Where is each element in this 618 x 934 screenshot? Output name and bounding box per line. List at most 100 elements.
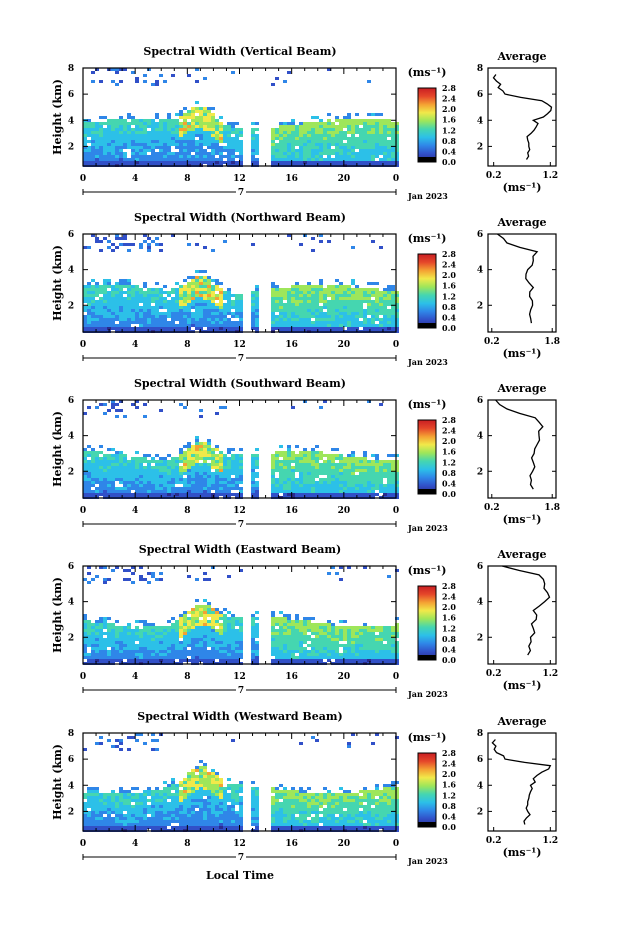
heatmap-cell: [159, 306, 163, 309]
heatmap-cell: [151, 158, 155, 161]
profile-x-tick-label: 0.2: [484, 503, 500, 513]
heatmap-cell: [123, 638, 127, 641]
heatmap-cell: [131, 403, 135, 406]
heatmap-cell: [147, 581, 151, 584]
heatmap-cell: [131, 647, 135, 650]
heatmap-cell: [283, 297, 287, 300]
heatmap-cell: [103, 146, 107, 149]
heatmap-cell: [207, 472, 211, 475]
heatmap-cell: [299, 463, 303, 466]
heatmap-cell: [111, 623, 115, 626]
heatmap-cell: [103, 460, 107, 463]
heatmap-cell: [203, 487, 207, 490]
heatmap-cell: [123, 457, 127, 460]
profile-x-label: (ms⁻¹): [503, 347, 542, 360]
heatmap-cell: [255, 656, 259, 659]
heatmap-cell: [335, 158, 339, 161]
heatmap-cell: [287, 481, 291, 484]
heatmap-cell: [211, 478, 215, 481]
heatmap-cell: [355, 318, 359, 321]
heatmap-cell: [155, 315, 159, 318]
heatmap-cell: [251, 490, 255, 493]
heatmap-cell: [223, 632, 227, 635]
heatmap-cell: [207, 134, 211, 137]
heatmap-cell: [355, 300, 359, 303]
heatmap-cell: [367, 143, 371, 146]
heatmap-cell: [155, 626, 159, 629]
heatmap-cell: [315, 641, 319, 644]
heatmap-cell: [211, 294, 215, 297]
heatmap-cell: [175, 297, 179, 300]
heatmap-cell: [311, 131, 315, 134]
heatmap-cell: [127, 291, 131, 294]
heatmap-cell: [271, 650, 275, 653]
heatmap-cell: [295, 161, 299, 164]
heatmap-cell: [351, 327, 355, 330]
heatmap-cell: [175, 629, 179, 632]
heatmap-cell: [103, 469, 107, 472]
heatmap-cell: [327, 463, 331, 466]
heatmap-cell: [359, 119, 363, 122]
heatmap-cell: [119, 463, 123, 466]
heatmap-cell: [251, 623, 255, 626]
heatmap-cell: [123, 131, 127, 134]
heatmap-cell: [123, 309, 127, 312]
heatmap-cell: [287, 321, 291, 324]
heatmap-cell: [203, 472, 207, 475]
heatmap-cell: [351, 472, 355, 475]
heatmap-cell: [111, 454, 115, 457]
heatmap-cell: [111, 249, 115, 252]
heatmap-cell: [203, 152, 207, 155]
heatmap-cell: [175, 119, 179, 122]
heatmap-cell: [183, 122, 187, 125]
heatmap-cell: [279, 122, 283, 125]
heatmap-cell: [387, 650, 391, 653]
heatmap-cell: [111, 463, 115, 466]
heatmap-cell: [283, 641, 287, 644]
heatmap-cell: [327, 481, 331, 484]
heatmap-cell: [235, 647, 239, 650]
heatmap-cell: [223, 321, 227, 324]
heatmap-cell: [367, 131, 371, 134]
heatmap-cell: [175, 487, 179, 490]
heatmap-cell: [319, 484, 323, 487]
heatmap-cell: [227, 137, 231, 140]
heatmap-cell: [283, 487, 287, 490]
heatmap-cell: [383, 125, 387, 128]
heatmap-cell: [383, 309, 387, 312]
heatmap-cell: [143, 149, 147, 152]
heatmap-cell: [323, 312, 327, 315]
heatmap-cell: [215, 309, 219, 312]
heatmap-cell: [115, 140, 119, 143]
heatmap-cell: [343, 635, 347, 638]
heatmap-cell: [299, 303, 303, 306]
heatmap-cell: [391, 644, 395, 647]
heatmap-cell: [251, 638, 255, 641]
heatmap-cell: [303, 478, 307, 481]
heatmap-cell: [335, 324, 339, 327]
heatmap-cell: [175, 493, 179, 496]
heatmap-cell: [203, 475, 207, 478]
heatmap-cell: [203, 276, 207, 279]
heatmap-cell: [143, 620, 147, 623]
heatmap-cell: [351, 246, 355, 249]
heatmap-cell: [191, 490, 195, 493]
heatmap-cell: [175, 623, 179, 626]
heatmap-cell: [219, 478, 223, 481]
heatmap-cell: [251, 626, 255, 629]
heatmap-cell: [119, 146, 123, 149]
heatmap-cell: [355, 158, 359, 161]
heatmap-cell: [351, 460, 355, 463]
heatmap-cell: [351, 478, 355, 481]
heatmap-cell: [87, 641, 91, 644]
heatmap-cell: [351, 626, 355, 629]
heatmap-cell: [379, 134, 383, 137]
heatmap-cell: [139, 152, 143, 155]
heatmap-cell: [323, 143, 327, 146]
heatmap-cell: [255, 309, 259, 312]
heatmap-cell: [203, 77, 207, 80]
heatmap-cell: [303, 324, 307, 327]
heatmap-cell: [283, 128, 287, 131]
heatmap-cell: [307, 155, 311, 158]
heatmap-cell: [207, 128, 211, 131]
